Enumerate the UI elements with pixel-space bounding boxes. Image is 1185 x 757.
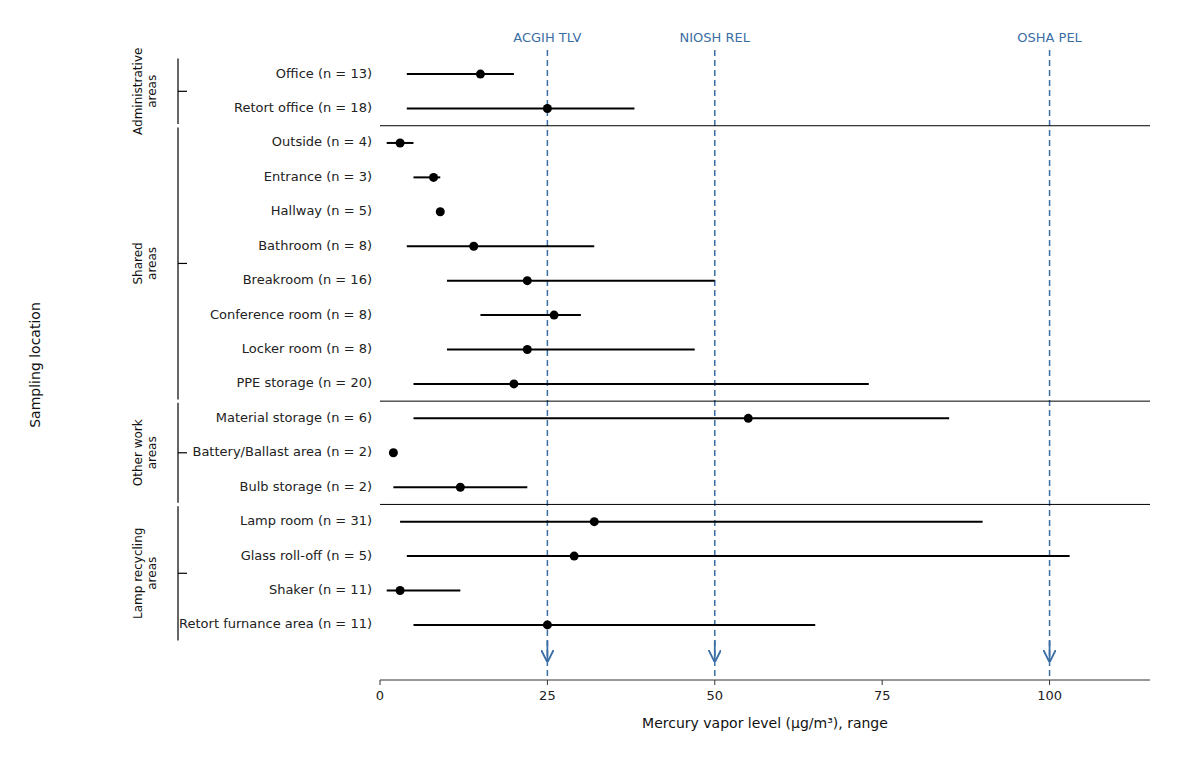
group-label: Lamp recyclingareas [131, 528, 159, 619]
x-tick [380, 680, 381, 685]
category-label: PPE storage (n = 20) [236, 375, 372, 390]
category-label: Outside (n = 4) [272, 134, 372, 149]
x-tick [714, 680, 715, 685]
y-axis-label: Sampling location [27, 302, 43, 428]
x-tick-label: 50 [707, 688, 724, 703]
reference-label: OSHA PEL [1017, 30, 1082, 45]
median-dot [389, 448, 398, 457]
group-label-line: Lamp recycling [131, 528, 145, 619]
x-tick-label: 75 [874, 688, 891, 703]
median-dot [523, 276, 532, 285]
reference-line [1049, 50, 1051, 680]
median-dot [456, 483, 465, 492]
reference-arrow [1049, 640, 1051, 661]
category-label: Breakroom (n = 16) [243, 272, 372, 287]
category-label: Bulb storage (n = 2) [240, 479, 372, 494]
group-separator [380, 504, 1150, 505]
x-tick-label: 25 [539, 688, 556, 703]
group-label-line: Administrative [131, 48, 145, 135]
x-tick-label: 100 [1037, 688, 1062, 703]
category-label: Entrance (n = 3) [264, 169, 372, 184]
median-dot [523, 345, 532, 354]
x-tick [882, 680, 883, 685]
x-tick [1049, 680, 1050, 685]
group-bracket-tick [178, 91, 187, 92]
group-label: Administrativeareas [131, 48, 159, 135]
range-line [407, 108, 635, 110]
group-bracket-tick [178, 263, 187, 264]
range-line [407, 73, 514, 75]
reference-lines [547, 50, 1049, 680]
group-label: Sharedareas [131, 242, 159, 284]
median-dot [436, 207, 445, 216]
reference-label: ACGIH TLV [513, 30, 581, 45]
range-line [407, 245, 594, 247]
category-label: Shaker (n = 11) [269, 582, 372, 597]
range-line [447, 280, 715, 282]
category-label: Lamp room (n = 31) [240, 513, 372, 528]
median-dot [469, 242, 478, 251]
range-line [413, 624, 815, 626]
category-label: Retort office (n = 18) [234, 100, 372, 115]
group-label-line: Other work [131, 419, 145, 486]
range-line [407, 555, 1070, 557]
median-dot [590, 517, 599, 526]
category-label: Hallway (n = 5) [271, 203, 372, 218]
group-label-line: areas [145, 557, 159, 590]
range-line [400, 521, 983, 523]
category-label: Bathroom (n = 8) [258, 238, 372, 253]
reference-label: NIOSH REL [680, 30, 751, 45]
group-bracket-tick [178, 452, 187, 453]
range-line [413, 383, 868, 385]
x-tick [547, 680, 548, 685]
group-separator [380, 125, 1150, 126]
median-dot [543, 104, 552, 113]
category-label: Conference room (n = 8) [210, 307, 372, 322]
x-axis-label: Mercury vapor level (μg/m³), range [642, 715, 888, 731]
chart: ACGIH TLV NIOSH REL OSHA PEL Office (n = 13… [0, 0, 1185, 757]
median-dot [550, 311, 559, 320]
range-line [480, 314, 580, 316]
category-label: Locker room (n = 8) [242, 341, 372, 356]
range-line [447, 349, 695, 351]
category-label: Office (n = 13) [276, 66, 372, 81]
median-dot [476, 70, 485, 79]
median-dot [543, 620, 552, 629]
group-bracket-tick [178, 573, 187, 574]
group-label: Other workareas [131, 419, 159, 486]
median-dot [509, 379, 518, 388]
reference-line [714, 50, 716, 680]
median-dot [396, 138, 405, 147]
category-label: Glass roll-off (n = 5) [241, 548, 372, 563]
reference-arrow [714, 640, 716, 661]
median-dot [429, 173, 438, 182]
reference-arrow [546, 640, 548, 661]
marks [387, 70, 1070, 630]
reference-line [547, 50, 549, 680]
category-label: Battery/Ballast area (n = 2) [192, 444, 372, 459]
median-dot [744, 414, 753, 423]
median-dot [570, 552, 579, 561]
range-line [413, 417, 949, 419]
group-label-line: areas [145, 436, 159, 469]
category-label: Retort furnance area (n = 11) [179, 616, 372, 631]
category-label: Material storage (n = 6) [216, 410, 372, 425]
x-axis-line [380, 680, 1150, 681]
group-separator [380, 401, 1150, 402]
group-label-line: areas [145, 75, 159, 108]
group-label-line: areas [145, 247, 159, 280]
group-label-line: Shared [131, 242, 145, 284]
x-tick-label: 0 [376, 688, 384, 703]
median-dot [396, 586, 405, 595]
